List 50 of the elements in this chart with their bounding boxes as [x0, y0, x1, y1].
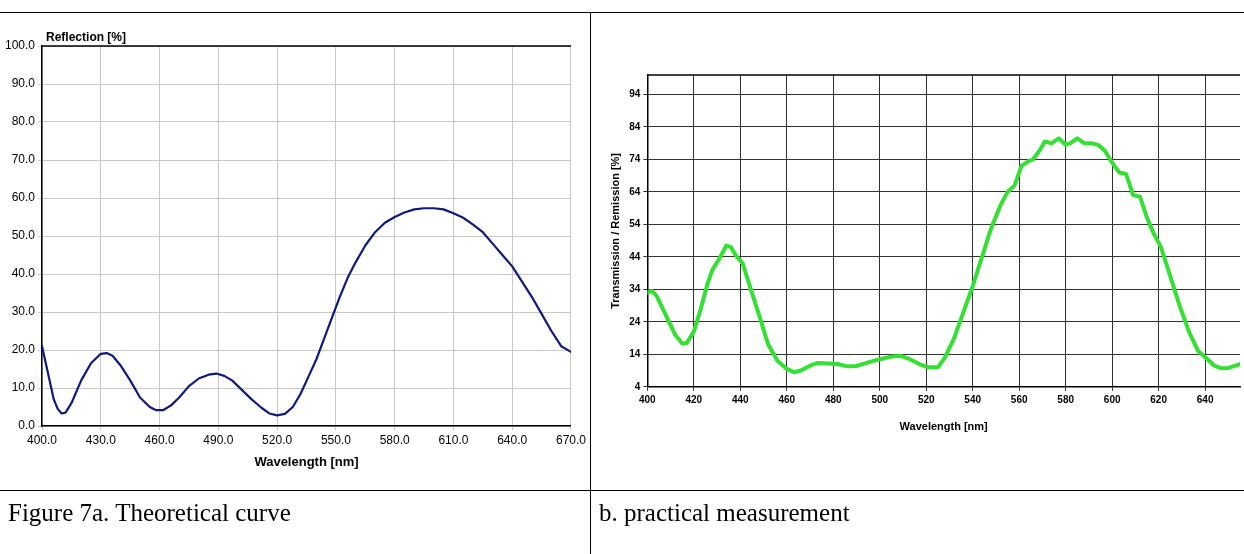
x-axis-title: Wavelength [nm]	[254, 453, 359, 469]
x-tick-label: 580.0	[379, 432, 411, 447]
y-tick-label: 80.0	[11, 114, 36, 129]
y-tick-label: 90.0	[11, 76, 36, 91]
x-tick-label: 440	[731, 393, 750, 405]
y-tick-label: 54	[629, 218, 641, 230]
x-tick-label: 400.0	[27, 432, 58, 447]
y-tick-label: 20.0	[11, 342, 36, 357]
y-tick-label: 34	[629, 283, 641, 295]
x-tick-label: 420	[685, 393, 703, 405]
x-axis-title: Wavelength [nm]	[899, 420, 989, 433]
y-tick-label: 60.0	[11, 190, 36, 205]
y-tick-label: 100.0	[5, 38, 36, 53]
x-tick-label: 480	[824, 393, 843, 405]
y-tick-label: 50.0	[11, 228, 36, 243]
x-tick-label: 620	[1150, 393, 1168, 405]
x-tick-label: 460.0	[144, 432, 175, 447]
y-tick-label: 24	[629, 315, 641, 327]
caption: Figure 7a. Theoretical curve	[7, 498, 292, 527]
x-tick-label: 610.0	[438, 432, 469, 447]
text: b. practical measurement	[598, 498, 851, 527]
x-tick-label: 580	[1057, 393, 1075, 405]
y-tick-label: 74	[629, 153, 641, 165]
x-tick-label: 520	[917, 393, 936, 405]
x-tick-label: 640.0	[497, 432, 528, 447]
y-tick-label: 4	[634, 380, 641, 392]
y-tick-label: 40.0	[11, 266, 36, 281]
y-tick-label: 30.0	[11, 304, 36, 319]
y-tick-label: 10.0	[11, 380, 36, 395]
y-tick-label: 94	[629, 88, 641, 100]
y-tick-label: 0.0	[18, 418, 36, 433]
y-axis-title: Reflection [%]	[46, 30, 127, 45]
x-tick-label: 560	[1010, 393, 1028, 405]
y-tick-label: 64	[629, 185, 641, 197]
x-tick-label: 670.0	[555, 432, 587, 447]
x-tick-label: 640	[1196, 393, 1214, 405]
y-tick-label: 84	[629, 120, 641, 132]
x-tick-label: 430.0	[85, 432, 117, 447]
y-tick-label: 44	[629, 250, 641, 262]
x-tick-label: 490.0	[203, 432, 234, 447]
x-tick-label: 520.0	[262, 432, 293, 447]
x-tick-label: 540	[964, 393, 982, 405]
x-tick-label: 400	[638, 393, 657, 405]
x-tick-label: 460	[778, 393, 796, 405]
x-tick-label: 600	[1103, 393, 1121, 405]
x-tick-label: 500	[871, 393, 889, 405]
y-axis-title: Transmission / Remission [%]	[608, 152, 621, 309]
y-tick-label: 70.0	[11, 152, 36, 167]
x-tick-label: 550.0	[320, 432, 352, 447]
y-tick-label: 14	[629, 348, 641, 360]
